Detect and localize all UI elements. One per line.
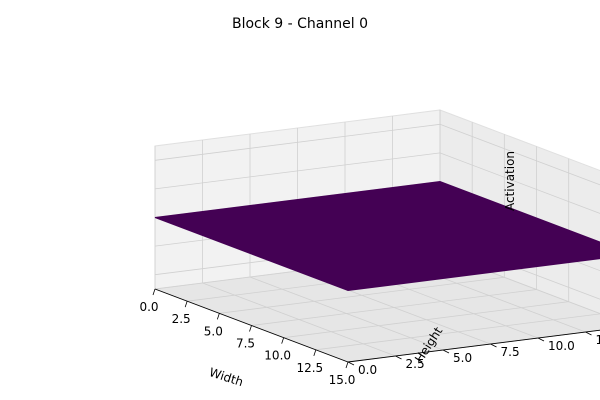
y-tick-label: 2.5 [406,357,425,371]
z-grid-line [154,123,600,186]
y-tick-label: 5.0 [453,351,472,365]
y-tick-label: 0.0 [358,363,377,377]
y-tick-mark [585,331,592,336]
z-axis-label: Activation [503,151,517,211]
x-tick-label: 15.0 [329,373,356,387]
x-tick-mark [249,325,252,332]
z-grid-line [154,152,600,214]
x-tick-mark [152,288,156,296]
x-tick-mark [313,349,317,356]
y-tick-label: 10.0 [548,339,575,353]
x-tick-label: 5.0 [204,324,223,338]
x-tick-mark [345,361,349,369]
chart-title: Block 9 - Channel 0 [232,16,368,32]
x-tick-label: 7.5 [236,337,255,351]
tick-layer: 0.02.55.07.510.012.515.00.0 2.5 5.0 7.5 10.0… [139,288,600,387]
y-tick-mark [490,343,497,348]
y-tick-mark [442,349,450,354]
y-tick-mark [395,355,402,360]
y-grid-line [202,140,396,357]
x-tick-label: 12.5 [296,361,323,375]
y-tick-label: 12.5 [596,333,600,347]
y-tick-label: 7.5 [501,345,520,359]
x-tick-label: 0.0 [139,300,158,314]
x-tick-mark [216,313,220,320]
x-tick-label: 2.5 [172,312,191,326]
y-grid-line [249,134,444,351]
surface-layer [154,180,600,292]
x-tick-mark [184,301,188,308]
x-tick-label: 10.0 [264,349,291,363]
y-tick-mark [537,337,545,342]
x-tick-mark [281,337,285,344]
surface-patch [154,180,600,292]
x-axis-label: Width [207,365,244,389]
y-tick-mark [347,361,355,366]
